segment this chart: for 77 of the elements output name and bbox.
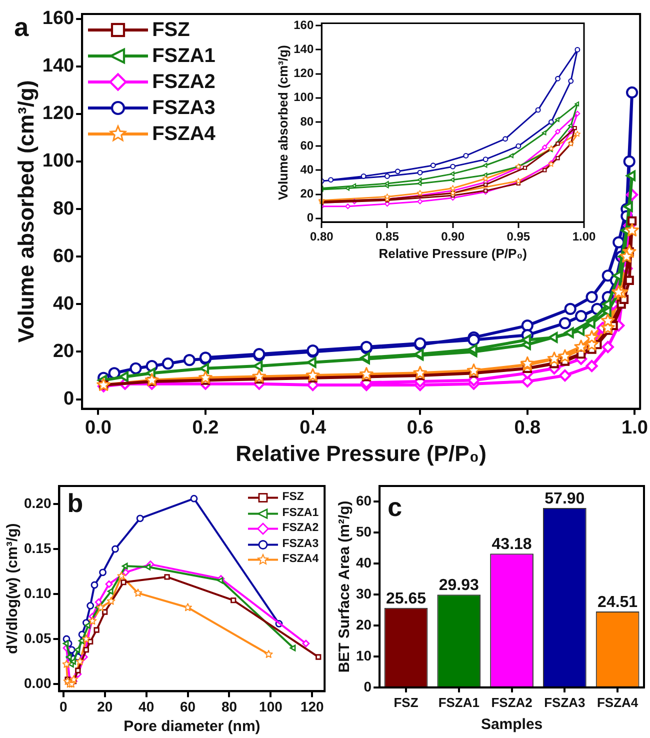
x-axis-title: Samples <box>480 716 543 734</box>
y-tick-label: 60 <box>52 246 74 267</box>
x-tick-label: 1.00 <box>572 230 596 244</box>
chart-title: b <box>67 488 84 518</box>
x-tick-label: FSZA3 <box>544 694 586 710</box>
y-tick-label: 0.20 <box>24 494 52 511</box>
data-label: 29.93 <box>438 577 480 594</box>
y-axis-title: Volume absorbed (cm³/g) <box>275 45 290 200</box>
legend-label: FSZ <box>282 491 304 504</box>
y-tick-label: 40 <box>356 554 372 570</box>
y-tick-label: 60 <box>356 492 372 508</box>
data-label: 43.18 <box>492 536 532 554</box>
x-tick-label: 20 <box>97 698 113 714</box>
y-tick-label: 80 <box>300 114 314 128</box>
y-tick-label: 100 <box>42 150 74 172</box>
x-tick-label: FSZA1 <box>438 694 480 710</box>
y-tick-label: 0 <box>364 678 372 694</box>
y-tick-label: 100 <box>294 90 314 104</box>
x-tick-label: 0.90 <box>441 230 465 244</box>
x-tick-label: 100 <box>259 698 283 714</box>
legend-label: FSZA1 <box>152 45 216 67</box>
legend-label: FSZA4 <box>282 553 319 566</box>
y-axis-title: Volume absorbed (cm³/g) <box>13 80 38 343</box>
chart-title: c <box>388 492 402 522</box>
y-tick-label: 160 <box>42 8 74 29</box>
x-tick-label: 0.2 <box>192 417 219 438</box>
legend-label: FSZA3 <box>152 97 216 119</box>
y-tick-label: 40 <box>300 162 314 177</box>
y-tick-label: 120 <box>294 66 314 80</box>
x-tick-label: FSZA4 <box>596 694 639 710</box>
x-axis-title: Relative Pressure (P/P₀) <box>236 440 486 466</box>
chart-title: a <box>14 12 30 42</box>
data-label: 25.65 <box>386 590 426 608</box>
y-tick-label: 20 <box>52 340 74 362</box>
x-tick-label: 60 <box>180 698 196 714</box>
y-tick-label: 20 <box>356 616 372 632</box>
x-tick-label: 1.0 <box>622 417 648 438</box>
x-tick-label: FSZA2 <box>491 694 532 710</box>
y-tick-label: 140 <box>294 42 314 56</box>
x-tick-label: 0.0 <box>84 417 112 438</box>
y-tick-label: 20 <box>300 186 314 201</box>
x-tick-label: 0.85 <box>376 230 400 244</box>
y-tick-label: 30 <box>356 585 372 602</box>
y-tick-label: 50 <box>356 523 372 540</box>
y-tick-label: 140 <box>42 56 74 77</box>
y-tick-label: 0 <box>306 210 314 225</box>
y-tick-label: 160 <box>294 18 314 32</box>
data-label: 24.51 <box>598 594 638 611</box>
x-axis-title: Pore diameter (nm) <box>124 718 260 736</box>
y-tick-label: 120 <box>42 103 74 124</box>
legend-label: FSZA3 <box>282 538 319 550</box>
y-axis-title: dV/dlog(w) (cm³/g) <box>4 523 22 654</box>
x-axis-title: Relative Pressure (P/P₀) <box>378 246 527 261</box>
y-axis-title: BET Surface Area (m²/g) <box>336 500 354 673</box>
legend-label: FSZA4 <box>152 123 216 145</box>
legend-label: FSZA1 <box>282 506 319 519</box>
legend-label: FSZ <box>152 19 190 41</box>
data-label: 57.90 <box>544 490 585 508</box>
legend-label: FSZA2 <box>152 71 216 93</box>
y-tick-label: 0.05 <box>24 630 52 646</box>
x-tick-label: 0.80 <box>310 230 334 244</box>
legend-label: FSZA2 <box>282 522 319 534</box>
x-tick-label: 0.6 <box>406 417 434 438</box>
x-tick-label: 40 <box>138 698 154 714</box>
y-tick-label: 0.15 <box>24 540 52 556</box>
x-tick-label: 0.4 <box>300 417 326 438</box>
y-tick-label: 80 <box>52 198 74 220</box>
y-tick-label: 0.00 <box>24 674 52 691</box>
y-tick-label: 60 <box>300 138 314 152</box>
y-tick-label: 0 <box>64 388 74 410</box>
y-tick-label: 0.10 <box>24 584 52 601</box>
x-tick-label: 0.8 <box>514 417 541 438</box>
y-tick-label: 10 <box>356 647 372 664</box>
x-tick-label: 80 <box>221 698 238 714</box>
y-tick-label: 40 <box>52 293 74 314</box>
x-tick-label: FSZ <box>394 694 418 710</box>
x-tick-label: 0.95 <box>506 230 530 244</box>
